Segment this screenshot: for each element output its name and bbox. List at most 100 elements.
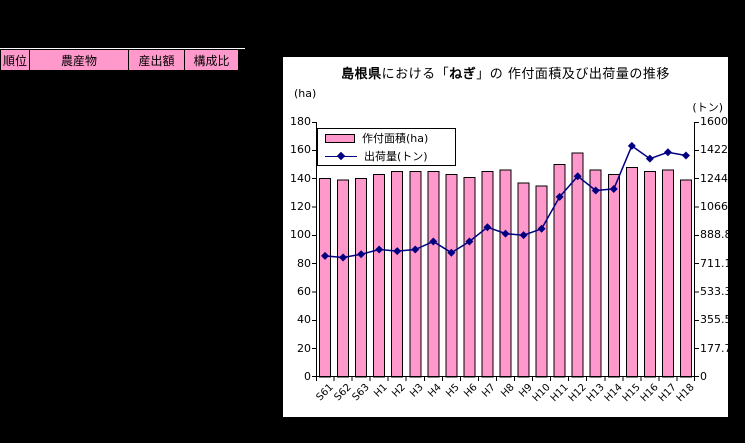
marker-H10 [537, 224, 546, 233]
left-axis-tick-label: 160 [290, 143, 311, 157]
bar-H8 [499, 169, 512, 378]
col-header-output[interactable]: 産出額 [128, 49, 185, 71]
marker-S62 [339, 253, 348, 262]
chart-title-segment: ねぎ [449, 67, 477, 82]
left-axis-tick-label: 100 [290, 228, 311, 242]
bar-H13 [589, 169, 602, 378]
bar-S63 [355, 178, 368, 378]
right-axis-tick-label: 177.77777777777783 [700, 341, 745, 355]
marker-H3 [411, 245, 420, 254]
bar-H5 [445, 173, 458, 378]
left-axis-tick-label: 140 [290, 171, 311, 185]
marker-H18 [681, 151, 690, 160]
x-axis-label-H13: H13 [584, 382, 607, 405]
left-axis-tick-label: 120 [290, 200, 311, 213]
marker-S61 [321, 251, 330, 260]
bar-H4 [427, 171, 440, 378]
bars-series [319, 152, 692, 378]
x-axis-label-H8: H8 [498, 382, 517, 400]
bar-H1 [373, 173, 386, 378]
x-axis-label-H12: H12 [566, 382, 589, 405]
bar-H12 [571, 152, 584, 378]
x-axis-label-H17: H17 [656, 382, 679, 405]
bar-H9 [517, 182, 530, 378]
bar-H7 [481, 171, 494, 378]
left-axis-unit-label: (ha) [294, 87, 317, 100]
x-axis-label-S61: S61 [314, 382, 336, 404]
plot-area [312, 122, 699, 381]
left-axis-tick-label: 180 [290, 115, 311, 128]
bar-H18 [680, 179, 692, 378]
chart-title-segment: における「 [381, 67, 450, 82]
chart-object[interactable]: 島根県における「ねぎ」の 作付面積及び出荷量の推移 (ha) (トン) 作付面積… [283, 57, 745, 417]
marker-H15 [627, 141, 636, 150]
x-axis-label-S63: S63 [350, 382, 372, 404]
bar-H16 [643, 171, 656, 378]
bar-H14 [607, 173, 620, 378]
right-axis-tick-label: 533.3333333333335 [700, 285, 745, 298]
bar-H10 [535, 185, 548, 378]
right-axis-tick-label: 1066.6666666666667 [700, 200, 745, 213]
right-axis-tick-label: 711.1111111111111 [700, 256, 745, 270]
marker-H13 [591, 186, 600, 195]
bar-S61 [319, 178, 331, 378]
marker-H8 [501, 229, 510, 238]
x-axis-label-H11: H11 [548, 382, 571, 405]
bar-S62 [337, 179, 350, 378]
x-axis-label-H18: H18 [674, 382, 697, 405]
x-axis-label-H16: H16 [638, 382, 661, 405]
chart-title-segment: 島根県 [341, 67, 382, 82]
x-axis-label-H14: H14 [602, 382, 625, 405]
x-axis-label-H4: H4 [426, 382, 445, 400]
marker-H12 [573, 172, 582, 181]
bar-H2 [391, 171, 404, 378]
x-axis-label-H3: H3 [408, 382, 427, 400]
right-axis-tick-label: 355.55555555555566 [700, 313, 745, 327]
marker-H9 [519, 231, 528, 240]
axes [312, 122, 699, 381]
marker-H5 [447, 248, 456, 257]
x-axis-label-H5: H5 [444, 382, 463, 400]
left-axis-tick-label: 0 [304, 370, 311, 383]
right-axis-unit-label: (トン) [692, 101, 723, 114]
bar-swatch-icon [325, 133, 355, 143]
legend-label-shipment: 出荷量(トン) [364, 150, 428, 163]
bar-H17 [661, 169, 674, 378]
legend: 作付面積(ha) 出荷量(トン) [317, 128, 456, 166]
marker-H4 [429, 237, 438, 246]
line-swatch-icon [325, 151, 357, 161]
marker-H7 [483, 223, 492, 232]
legend-item-area: 作付面積(ha) [318, 129, 455, 147]
x-axis-label-H1: H1 [372, 382, 390, 400]
x-axis-label-H2: H2 [390, 382, 408, 400]
marker-H11 [555, 192, 564, 201]
right-axis-tick-label: 1422.2222222222222 [700, 143, 745, 157]
chart-title-segment: 」の 作付面積及び出荷量の推移 [476, 67, 670, 82]
rank-table-header: 順位 農産物 産出額 構成比 [0, 49, 239, 71]
x-axis-label-H15: H15 [620, 382, 643, 405]
table-header-row: 順位 農産物 産出額 構成比 [0, 49, 239, 71]
x-axis-label-S62: S62 [332, 382, 354, 404]
marker-H2 [393, 247, 402, 256]
right-axis-tick-label: 1244.4444444444443 [700, 171, 745, 185]
col-header-proportion[interactable]: 構成比 [184, 49, 239, 71]
bar-H3 [409, 171, 422, 378]
chart-title: 島根県における「ねぎ」の 作付面積及び出荷量の推移 [283, 63, 728, 82]
plot-svg [312, 122, 699, 381]
bar-H15 [625, 166, 638, 378]
col-header-product[interactable]: 農産物 [29, 49, 129, 71]
right-axis-tick-label: 888.8888888888889 [700, 228, 745, 242]
bar-H6 [463, 176, 476, 378]
col-header-rank[interactable]: 順位 [0, 49, 30, 71]
legend-label-area: 作付面積(ha) [362, 132, 429, 145]
marker-H1 [375, 245, 384, 254]
legend-item-shipment: 出荷量(トン) [318, 147, 455, 165]
marker-H6 [465, 237, 474, 246]
left-axis-tick-label: 40 [297, 313, 311, 327]
marker-H14 [609, 184, 618, 193]
left-axis-tick-label: 80 [297, 256, 311, 270]
right-axis-tick-label: 0 [700, 370, 707, 383]
x-axis-label-H6: H6 [462, 382, 481, 400]
marker-H16 [645, 154, 654, 163]
